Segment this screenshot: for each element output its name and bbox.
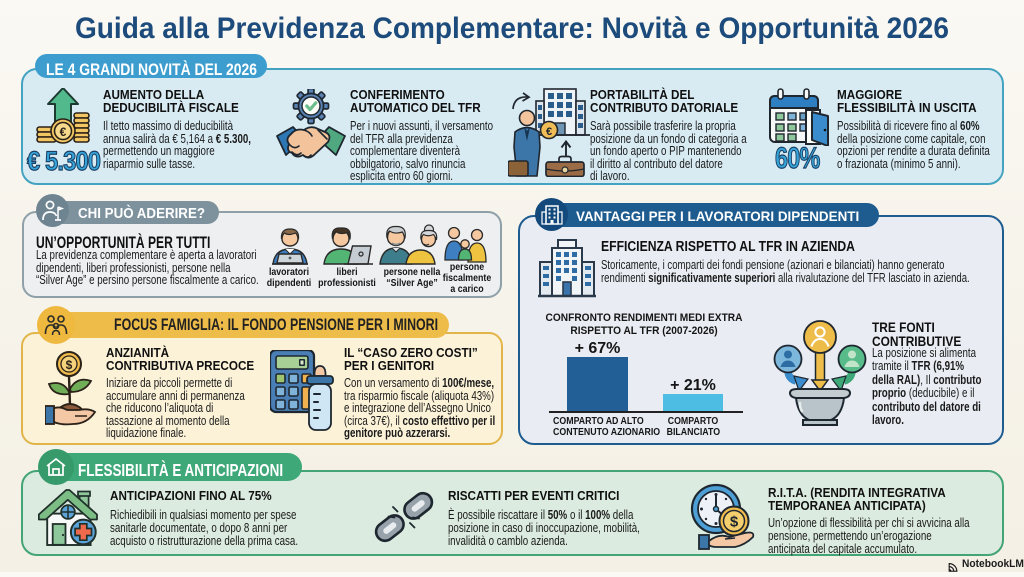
- svg-text:€: €: [60, 125, 67, 139]
- svg-text:€: €: [546, 126, 552, 138]
- svg-text:$: $: [730, 514, 739, 531]
- svg-text:$: $: [66, 358, 73, 372]
